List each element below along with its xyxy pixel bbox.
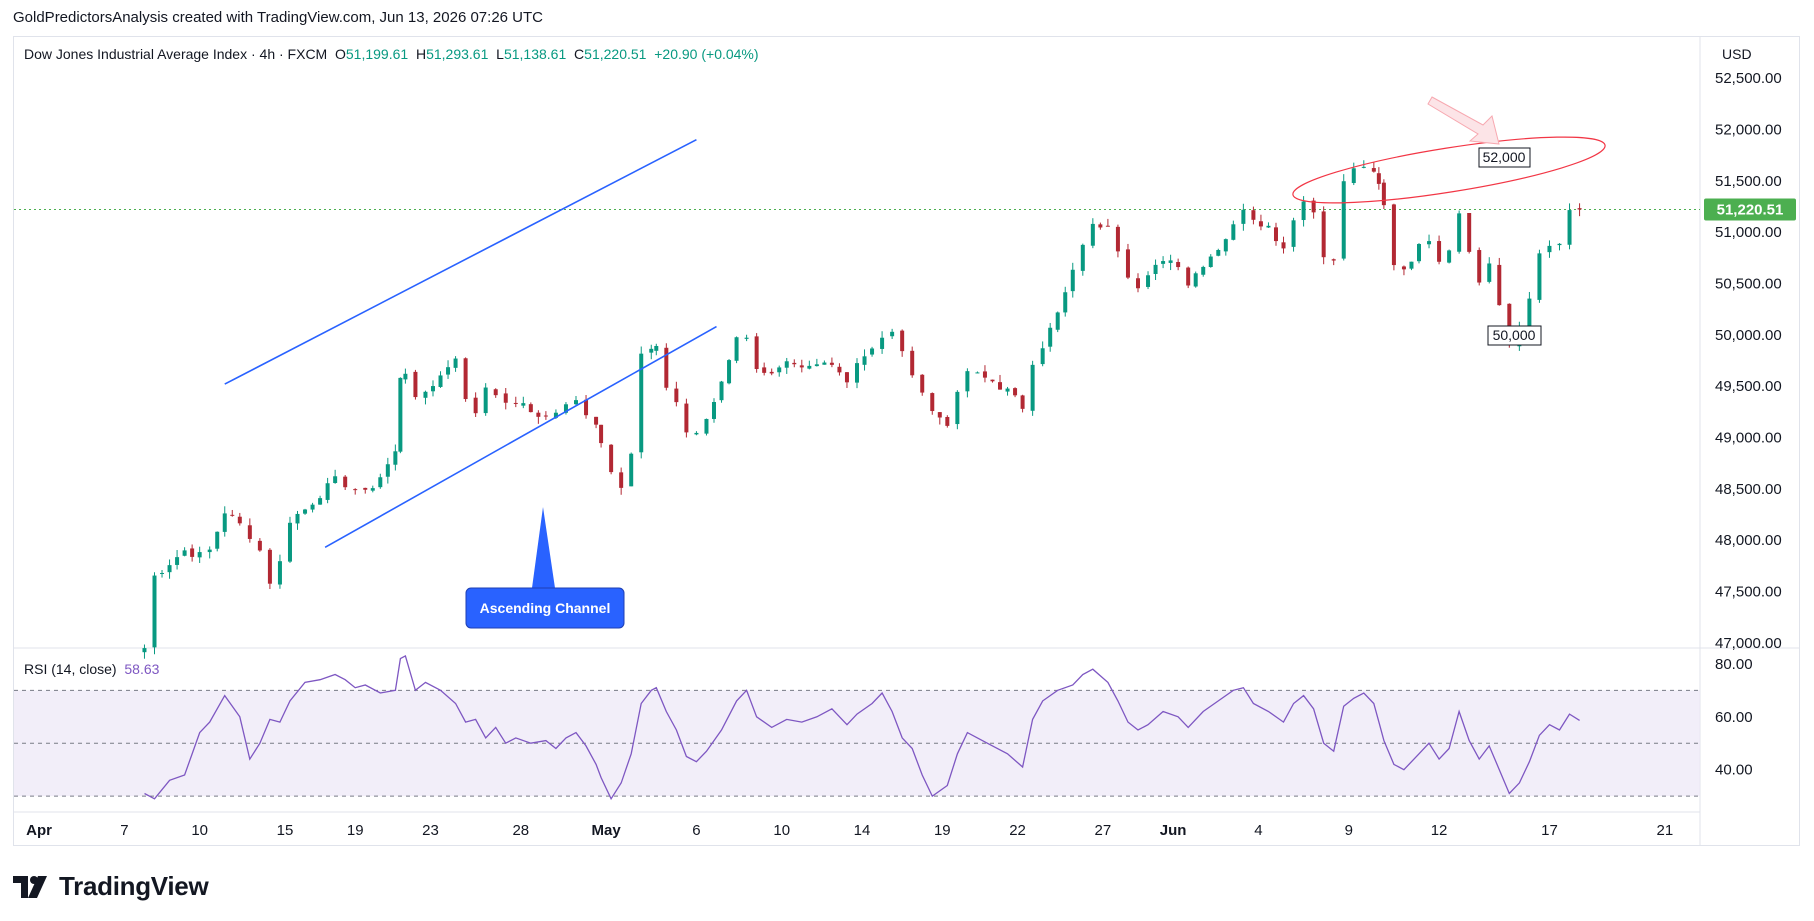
low-label: L — [496, 46, 504, 62]
close-label: C — [574, 46, 585, 62]
high-label: H — [415, 46, 427, 62]
currency-label[interactable]: USD — [1722, 46, 1752, 62]
close-value: 51,220.51 — [584, 46, 647, 62]
rsi-value: 58.63 — [124, 661, 160, 677]
symbol-legend[interactable]: Dow Jones Industrial Average Index · 4h … — [24, 46, 759, 62]
open-value: 51,199.61 — [345, 46, 409, 62]
open-label: O — [335, 46, 346, 62]
chart-caption: GoldPredictorsAnalysis created with Trad… — [13, 9, 543, 26]
chart-frame — [13, 36, 1800, 846]
tradingview-wordmark: TradingView — [59, 871, 209, 901]
symbol-name: Dow Jones Industrial Average Index · 4h … — [24, 46, 328, 62]
high-value: 51,293.61 — [426, 46, 489, 62]
rsi-label: RSI (14, close) — [24, 661, 117, 677]
tradingview-brand[interactable]: TradingView — [13, 871, 209, 902]
rsi-legend[interactable]: RSI (14, close) 58.63 — [24, 661, 159, 677]
low-value: 51,138.61 — [503, 46, 567, 62]
tradingview-logo-icon — [13, 875, 51, 898]
change-value: +20.90 (+0.04%) — [654, 46, 759, 62]
